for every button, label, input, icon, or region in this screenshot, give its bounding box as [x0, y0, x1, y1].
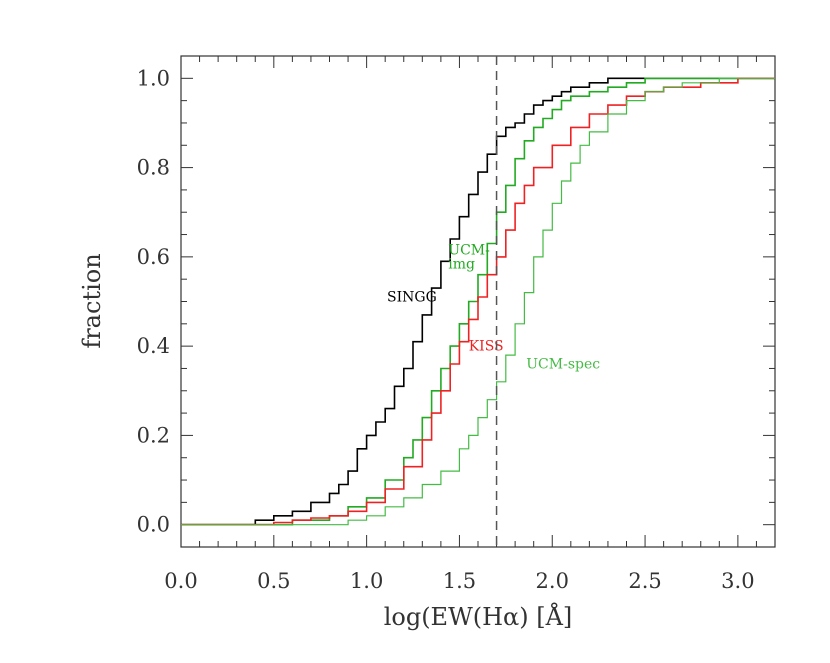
y-tick-label: 1.0 [137, 66, 170, 90]
series-label-singg: SINGG [387, 290, 437, 306]
series-lines [181, 77, 775, 526]
tick-labels: 0.0 0.5 1.0 1.5 2.0 2.5 3.0 0.0 0.2 0.4 0.6 0.8 1.0 [137, 66, 755, 593]
y-tick-label: 0.0 [137, 513, 170, 537]
y-tick-label: 0.2 [137, 423, 170, 447]
y-tick-label: 0.8 [137, 156, 170, 180]
series-line-singg [181, 77, 775, 526]
series-label-ucm-img: UCM-img [448, 243, 490, 273]
x-axis-title: log(EW(Hα) [Å] [384, 602, 573, 631]
y-tick-label: 0.4 [137, 334, 170, 358]
x-tick-label: 3.0 [721, 569, 754, 593]
y-tick-label: 0.6 [137, 245, 170, 269]
series-label-kiss: KISS [469, 339, 504, 355]
x-tick-label: 2.0 [536, 569, 569, 593]
x-tick-label: 0.5 [257, 569, 290, 593]
series-line-ucm-spec [181, 77, 775, 526]
series-line-kiss [181, 77, 775, 526]
x-tick-label: 2.5 [628, 569, 661, 593]
x-tick-label: 0.0 [164, 569, 197, 593]
series-labels: SINGG UCM-img KISS UCM-spec [387, 243, 600, 373]
axis-ticks [180, 55, 776, 548]
series-line-ucm-img [181, 77, 775, 526]
series-label-ucm-spec: UCM-spec [526, 356, 600, 372]
x-tick-label: 1.5 [443, 569, 476, 593]
x-tick-label: 1.0 [350, 569, 383, 593]
y-axis-title: fraction [78, 253, 106, 348]
